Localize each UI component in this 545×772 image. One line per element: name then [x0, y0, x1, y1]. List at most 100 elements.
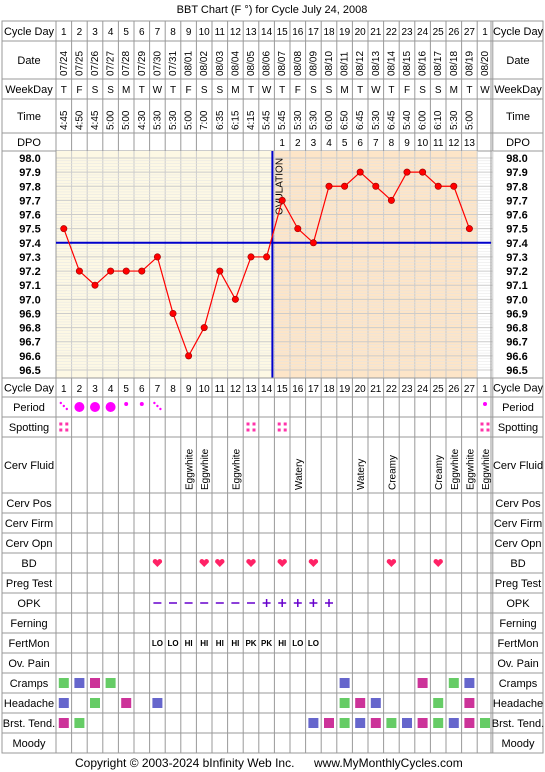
- y-tick-label-right: 96.6: [506, 351, 527, 363]
- fertmon-cell: PK: [245, 639, 256, 648]
- cycle-day-cell: 11: [215, 384, 226, 395]
- brst_tend-marker: [355, 718, 366, 728]
- bd-heart-icon: [152, 559, 163, 567]
- period-marker: [90, 402, 100, 412]
- time-cell: 5:00: [121, 110, 132, 130]
- time-label-right: Time: [506, 111, 530, 123]
- temperature-point: [434, 182, 442, 190]
- date-cell: 07/27: [106, 51, 117, 76]
- temperature-point: [122, 267, 130, 275]
- time-cell: 4:30: [137, 110, 148, 130]
- weekday-cell: W: [480, 85, 490, 96]
- temperature-point: [278, 196, 286, 204]
- headache-bottom-label-left: Headache: [4, 698, 54, 710]
- headache-marker: [152, 698, 163, 708]
- bd-heart-icon: [215, 559, 225, 567]
- spotting-marker: [480, 422, 484, 426]
- spotting-marker: [59, 422, 63, 426]
- cycle-day-cell: 26: [448, 27, 460, 38]
- period-marker: [124, 402, 129, 406]
- cycle-day-cell: 1: [61, 384, 67, 395]
- cycle_day-label-right: Cycle Day: [493, 26, 544, 38]
- y-tick-label-right: 97.6: [506, 210, 527, 222]
- preg_test-bottom-label-right: Preg Test: [495, 578, 541, 590]
- y-tick-label-left: 96.9: [19, 308, 40, 320]
- time-cell: 5:45: [262, 110, 273, 130]
- date-cell: 07/24: [59, 51, 70, 76]
- cycle-day-cell: 20: [355, 27, 367, 38]
- moody-bottom-label-right: Moody: [501, 738, 535, 750]
- cycle-day-cell: 20: [355, 384, 367, 395]
- dpo-cell: 9: [404, 138, 410, 149]
- ovulation-label: OVULATION: [274, 158, 285, 215]
- cycle-day-cell: 7: [155, 27, 161, 38]
- bd-heart-icon: [246, 559, 256, 567]
- time-cell: 6:45: [386, 110, 397, 130]
- dpo-cell: 8: [389, 138, 395, 149]
- y-tick-label-left: 97.4: [19, 238, 41, 250]
- y-tick-label-left: 96.5: [19, 365, 40, 377]
- preg_test-bottom-label-left: Preg Test: [6, 578, 52, 590]
- date-cell: 08/20: [480, 51, 491, 76]
- brst_tend-marker: [339, 718, 350, 728]
- time-cell: 4:50: [74, 110, 85, 130]
- date-cell: 08/10: [324, 51, 335, 76]
- brst_tend-bottom-label-right: Brst. Tend.: [492, 718, 544, 730]
- temperature-point: [91, 281, 99, 289]
- date-cell: 08/01: [184, 51, 195, 76]
- cerv_opn-bottom-label-left: Cerv Opn: [5, 538, 52, 550]
- cycle-day-cell: 4: [108, 27, 114, 38]
- cycle-day-cell: 14: [261, 384, 273, 395]
- temperature-point: [356, 168, 364, 176]
- time-cell: 6:35: [215, 110, 226, 130]
- time-cell: 6:45: [355, 110, 366, 130]
- cycle_day-bottom-label-left: Cycle Day: [4, 383, 55, 395]
- temperature-point: [387, 196, 395, 204]
- dpo-cell: 1: [279, 138, 285, 149]
- cycle-day-cell: 17: [308, 27, 320, 38]
- y-tick-label-left: 97.2: [19, 266, 40, 278]
- headache-marker: [433, 698, 444, 708]
- y-tick-label-left: 97.0: [19, 294, 40, 306]
- time-cell: 5:30: [371, 110, 382, 130]
- opk-bottom-label-left: OPK: [17, 598, 41, 610]
- weekday-cell: T: [139, 85, 145, 96]
- cerv-fluid-cell: Eggwhite: [450, 448, 461, 490]
- cerv-fluid-cell: Eggwhite: [200, 448, 211, 490]
- copyright-text[interactable]: Copyright © 2003-2024 bInfinity Web Inc.: [75, 756, 294, 770]
- headache-marker: [90, 698, 100, 708]
- temperature-point: [294, 225, 302, 233]
- weekday-cell: S: [216, 85, 223, 96]
- cycle-day-cell: 21: [370, 27, 382, 38]
- cycle-day-cell: 25: [433, 384, 445, 395]
- time-cell: 5:30: [449, 110, 460, 130]
- period-bottom-label-right: Period: [502, 402, 534, 414]
- y-tick-label-right: 97.7: [506, 195, 527, 207]
- spotting-marker: [246, 422, 250, 426]
- cerv-fluid-cell: Creamy: [434, 455, 445, 490]
- time-cell: 5:45: [277, 110, 288, 130]
- temperature-point: [60, 225, 68, 233]
- spotting-marker: [283, 422, 287, 426]
- cycle-day-cell: 8: [170, 27, 176, 38]
- cerv_firm-bottom-label-right: Cerv Firm: [494, 518, 542, 530]
- y-tick-label-left: 97.5: [19, 224, 40, 236]
- cerv_firm-bottom-label-left: Cerv Firm: [5, 518, 53, 530]
- y-tick-label-right: 96.5: [506, 365, 527, 377]
- cerv_pos-bottom-label-left: Cerv Pos: [6, 498, 52, 510]
- time-cell: 7:00: [199, 110, 210, 130]
- date-cell: 08/18: [449, 51, 460, 76]
- website-link[interactable]: www.MyMonthlyCycles.com: [313, 756, 463, 770]
- date-cell: 08/07: [277, 51, 288, 76]
- brst_tend-marker: [402, 718, 412, 728]
- opk-bottom-label-right: OPK: [506, 598, 530, 610]
- y-tick-label-left: 96.7: [19, 337, 40, 349]
- date-cell: 08/02: [199, 51, 210, 76]
- cycle-day-cell: 18: [323, 27, 335, 38]
- ferning-bottom-label-left: Ferning: [10, 618, 47, 630]
- ov_pain-bottom-label-right: Ov. Pain: [497, 658, 538, 670]
- date-cell: 08/09: [308, 51, 319, 76]
- spotting-marker: [65, 428, 69, 432]
